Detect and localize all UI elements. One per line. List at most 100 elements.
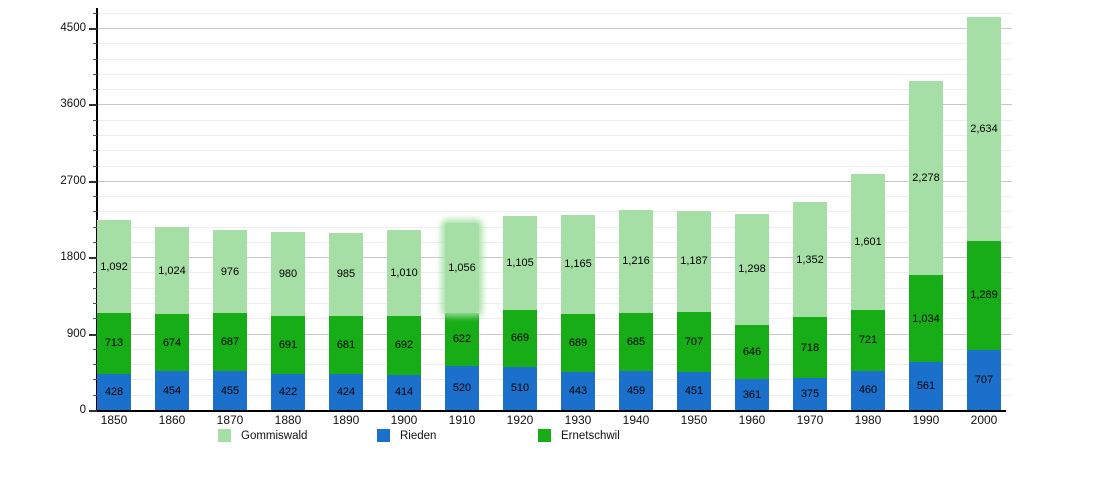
minor-gridline: [97, 12, 1012, 14]
bar-value-label: 424: [336, 386, 356, 398]
bar-segment-gommiswald-1860: 1,024: [155, 227, 189, 315]
major-gridline: [97, 257, 1012, 259]
stacked-bar: 428 713 1,092: [97, 220, 131, 410]
x-axis-label-1920: 1920: [506, 413, 534, 427]
bar-segment-rieden-1960: 361: [735, 379, 769, 410]
y-axis-minor-tick: [93, 12, 97, 14]
bar-value-label: 1,352: [796, 253, 824, 266]
bar-value-label: 561: [916, 380, 936, 393]
minor-gridline: [97, 287, 1012, 289]
bar-value-label: 1,601: [854, 235, 882, 248]
bar-segment-gommiswald-1980: 1,601: [851, 173, 885, 310]
bar-segment-ernetschwil-1850: 713: [97, 313, 131, 374]
bar-segment-ernetschwil-1960: 646: [735, 324, 769, 380]
bar-segment-rieden-1870: 455: [213, 371, 247, 410]
bar-value-label: 1,216: [622, 255, 650, 268]
minor-gridline: [97, 303, 1012, 305]
bar-value-label: 520: [452, 381, 472, 394]
x-axis-label-1870: 1870: [216, 413, 244, 427]
y-axis-tick-label: 2700: [60, 174, 86, 187]
bar-value-label: 2,634: [970, 122, 998, 135]
bar-segment-gommiswald-1920: 1,105: [503, 216, 537, 310]
y-axis-minor-tick: [93, 379, 97, 381]
bar-segment-ernetschwil-2000: 1,289: [967, 240, 1001, 350]
y-axis-tick-label: 900: [66, 327, 86, 340]
bar-value-label: 692: [394, 339, 414, 352]
stacked-bar: 455 687 976: [213, 230, 247, 410]
minor-gridline: [97, 196, 1012, 198]
bar-segment-ernetschwil-1890: 681: [329, 316, 363, 375]
bar-segment-rieden-1890: 424: [329, 374, 363, 410]
minor-gridline: [97, 43, 1012, 45]
stacked-bar: 454 674 1,024: [155, 227, 189, 410]
bar-segment-ernetschwil-1980: 721: [851, 309, 885, 371]
bar-segment-rieden-1910: 520: [445, 365, 479, 410]
minor-gridline: [97, 348, 1012, 350]
bar-segment-ernetschwil-1860: 674: [155, 314, 189, 372]
major-gridline: [97, 180, 1012, 182]
y-axis-tick: [89, 180, 97, 183]
bar-value-label: 980: [278, 267, 298, 280]
bar-value-label: 1,105: [506, 257, 534, 270]
y-axis-tick-label: 3600: [60, 98, 86, 111]
y-axis-tick: [89, 410, 97, 412]
bar-segment-gommiswald-1940: 1,216: [619, 209, 653, 313]
bar-value-label: 669: [510, 332, 530, 345]
bar-value-label: 707: [684, 335, 704, 348]
bar-segment-rieden-1990: 561: [909, 362, 943, 410]
y-axis-minor-tick: [93, 226, 97, 228]
bar-segment-gommiswald-1910: 1,056: [445, 223, 479, 314]
bar-segment-ernetschwil-1970: 718: [793, 317, 827, 379]
bar-segment-rieden-1980: 460: [851, 370, 885, 410]
major-gridline: [97, 104, 1012, 106]
minor-gridline: [97, 165, 1012, 167]
minor-gridline: [97, 89, 1012, 91]
bar-value-label: 361: [742, 388, 762, 401]
stacked-bar: 375 718 1,352: [793, 202, 827, 410]
y-axis-minor-tick: [93, 318, 97, 320]
bar-segment-gommiswald-1900: 1,010: [387, 230, 421, 317]
legend-swatch-gommiswald: [218, 429, 231, 442]
bar-segment-gommiswald-1960: 1,298: [735, 214, 769, 325]
bar-value-label: 1,092: [100, 260, 128, 273]
x-axis-label-1980: 1980: [854, 413, 882, 427]
bar-value-label: 510: [510, 382, 530, 395]
bar-value-label: 1,034: [912, 312, 940, 325]
y-axis-minor-tick: [93, 303, 97, 305]
bar-value-label: 455: [220, 384, 240, 397]
stacked-bar: 510 669 1,105: [503, 216, 537, 410]
bar-segment-ernetschwil-1930: 689: [561, 313, 595, 373]
bar-value-label: 459: [626, 384, 646, 397]
bar-segment-gommiswald-1990: 2,278: [909, 81, 943, 275]
bar-segment-rieden-1920: 510: [503, 366, 537, 410]
x-axis-label-1940: 1940: [622, 413, 650, 427]
y-axis-minor-tick: [93, 134, 97, 136]
x-axis-label-1890: 1890: [332, 413, 360, 427]
x-axis-label-2000: 2000: [970, 413, 998, 427]
bar-value-label: 689: [568, 337, 588, 350]
bar-segment-ernetschwil-1880: 691: [271, 315, 305, 375]
y-axis-minor-tick: [93, 348, 97, 350]
y-axis-minor-tick: [93, 211, 97, 213]
y-axis-minor-tick: [93, 89, 97, 91]
y-axis-tick: [89, 333, 97, 336]
bar-segment-rieden-2000: 707: [967, 349, 1001, 410]
bar-value-label: 443: [568, 385, 588, 398]
minor-gridline: [97, 364, 1012, 366]
x-axis-label-1960: 1960: [738, 413, 766, 427]
stacked-bar: 561 1,034 2,278: [909, 81, 943, 410]
minor-gridline: [97, 241, 1012, 243]
minor-gridline: [97, 394, 1012, 396]
bar-value-label: 2,278: [912, 171, 940, 184]
y-axis-tick-label: 0: [79, 404, 86, 416]
stacked-bar: 361 646 1,298: [735, 214, 769, 410]
stacked-bar: 443 689 1,165: [561, 215, 595, 410]
stacked-bar: 707 1,289 2,634: [967, 16, 1001, 410]
bar-segment-gommiswald-1930: 1,165: [561, 215, 595, 314]
y-axis-tick-label: 1800: [60, 251, 86, 264]
x-axis-label-1850: 1850: [100, 413, 128, 427]
x-axis-label-1990: 1990: [912, 413, 940, 427]
legend-swatch-ernetschwil: [538, 429, 551, 442]
y-axis-tick-label: 4500: [60, 22, 86, 34]
